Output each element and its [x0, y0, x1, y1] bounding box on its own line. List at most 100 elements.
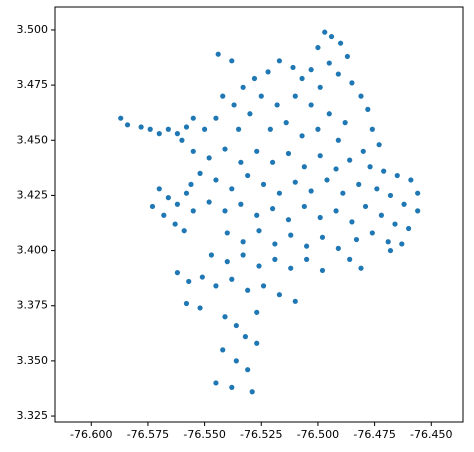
point	[183, 300, 190, 307]
point	[229, 384, 235, 390]
point	[399, 241, 405, 247]
point	[260, 283, 267, 289]
point	[270, 159, 276, 165]
point	[222, 146, 228, 152]
x-tick-label: -76.500	[297, 428, 339, 441]
point	[181, 228, 187, 234]
point	[213, 115, 219, 121]
point	[190, 115, 196, 121]
point	[288, 265, 294, 271]
point	[344, 53, 350, 60]
y-tick-label: 3.450	[17, 133, 49, 146]
point	[156, 131, 162, 137]
point	[299, 75, 305, 82]
point	[369, 126, 375, 132]
point	[374, 186, 380, 192]
point	[324, 177, 330, 183]
point	[165, 126, 171, 132]
point	[224, 230, 230, 236]
x-tick-label: -76.525	[240, 428, 282, 441]
point	[385, 239, 391, 245]
point	[149, 203, 156, 210]
point	[285, 150, 292, 157]
point	[276, 58, 282, 64]
point	[215, 51, 221, 57]
point	[276, 190, 282, 196]
point	[188, 181, 194, 187]
point	[317, 153, 323, 159]
point	[256, 263, 262, 269]
point	[240, 84, 246, 90]
point	[406, 225, 412, 232]
point	[240, 252, 246, 258]
y-tick-label: 3.350	[17, 354, 49, 367]
point	[174, 201, 180, 207]
point	[353, 236, 360, 243]
point	[220, 93, 226, 99]
point	[238, 201, 244, 207]
point	[288, 232, 294, 238]
y-tick-label: 3.325	[17, 409, 49, 422]
point	[258, 93, 264, 99]
point	[308, 102, 314, 108]
point	[394, 172, 400, 179]
point	[267, 126, 273, 132]
point	[213, 380, 219, 386]
point	[381, 168, 387, 174]
point	[387, 192, 394, 199]
point	[260, 181, 267, 187]
point	[174, 270, 180, 276]
point	[202, 126, 208, 132]
point	[349, 219, 355, 225]
point	[165, 195, 171, 201]
x-tick-label: -76.475	[353, 428, 395, 441]
point	[229, 58, 235, 64]
point	[272, 256, 278, 262]
point	[358, 265, 364, 271]
x-tick-label: -76.600	[70, 428, 112, 441]
point	[335, 137, 341, 143]
point	[276, 292, 282, 298]
point	[392, 221, 398, 227]
point	[242, 334, 248, 340]
x-tick-label: -76.450	[410, 428, 452, 441]
point	[272, 241, 278, 247]
point	[229, 186, 235, 192]
point	[338, 40, 344, 46]
point	[378, 212, 384, 218]
point	[415, 190, 421, 196]
point	[172, 221, 178, 227]
y-tick-label: 3.400	[17, 244, 49, 257]
y-tick-label: 3.375	[17, 299, 49, 312]
point	[274, 102, 280, 108]
point	[229, 276, 235, 282]
point	[197, 170, 203, 176]
point	[335, 245, 341, 251]
point	[304, 256, 310, 262]
point	[206, 199, 212, 205]
point	[254, 212, 260, 218]
point	[174, 131, 180, 137]
point	[308, 188, 314, 194]
point	[247, 111, 253, 117]
point	[299, 133, 305, 139]
point	[308, 67, 314, 73]
point	[197, 305, 203, 311]
y-tick-label: 3.475	[17, 78, 49, 91]
point	[233, 322, 239, 329]
point	[317, 84, 323, 90]
point	[326, 111, 332, 117]
y-tick-label: 3.425	[17, 188, 49, 201]
point	[270, 206, 276, 212]
point	[240, 239, 246, 245]
x-tick-label: -76.575	[127, 428, 169, 441]
point	[292, 93, 298, 99]
point	[365, 106, 371, 112]
point	[233, 358, 239, 364]
point	[349, 80, 355, 86]
plot-frame	[54, 6, 464, 423]
point	[347, 256, 353, 262]
point	[342, 120, 348, 126]
point	[315, 126, 321, 132]
point	[376, 142, 382, 148]
